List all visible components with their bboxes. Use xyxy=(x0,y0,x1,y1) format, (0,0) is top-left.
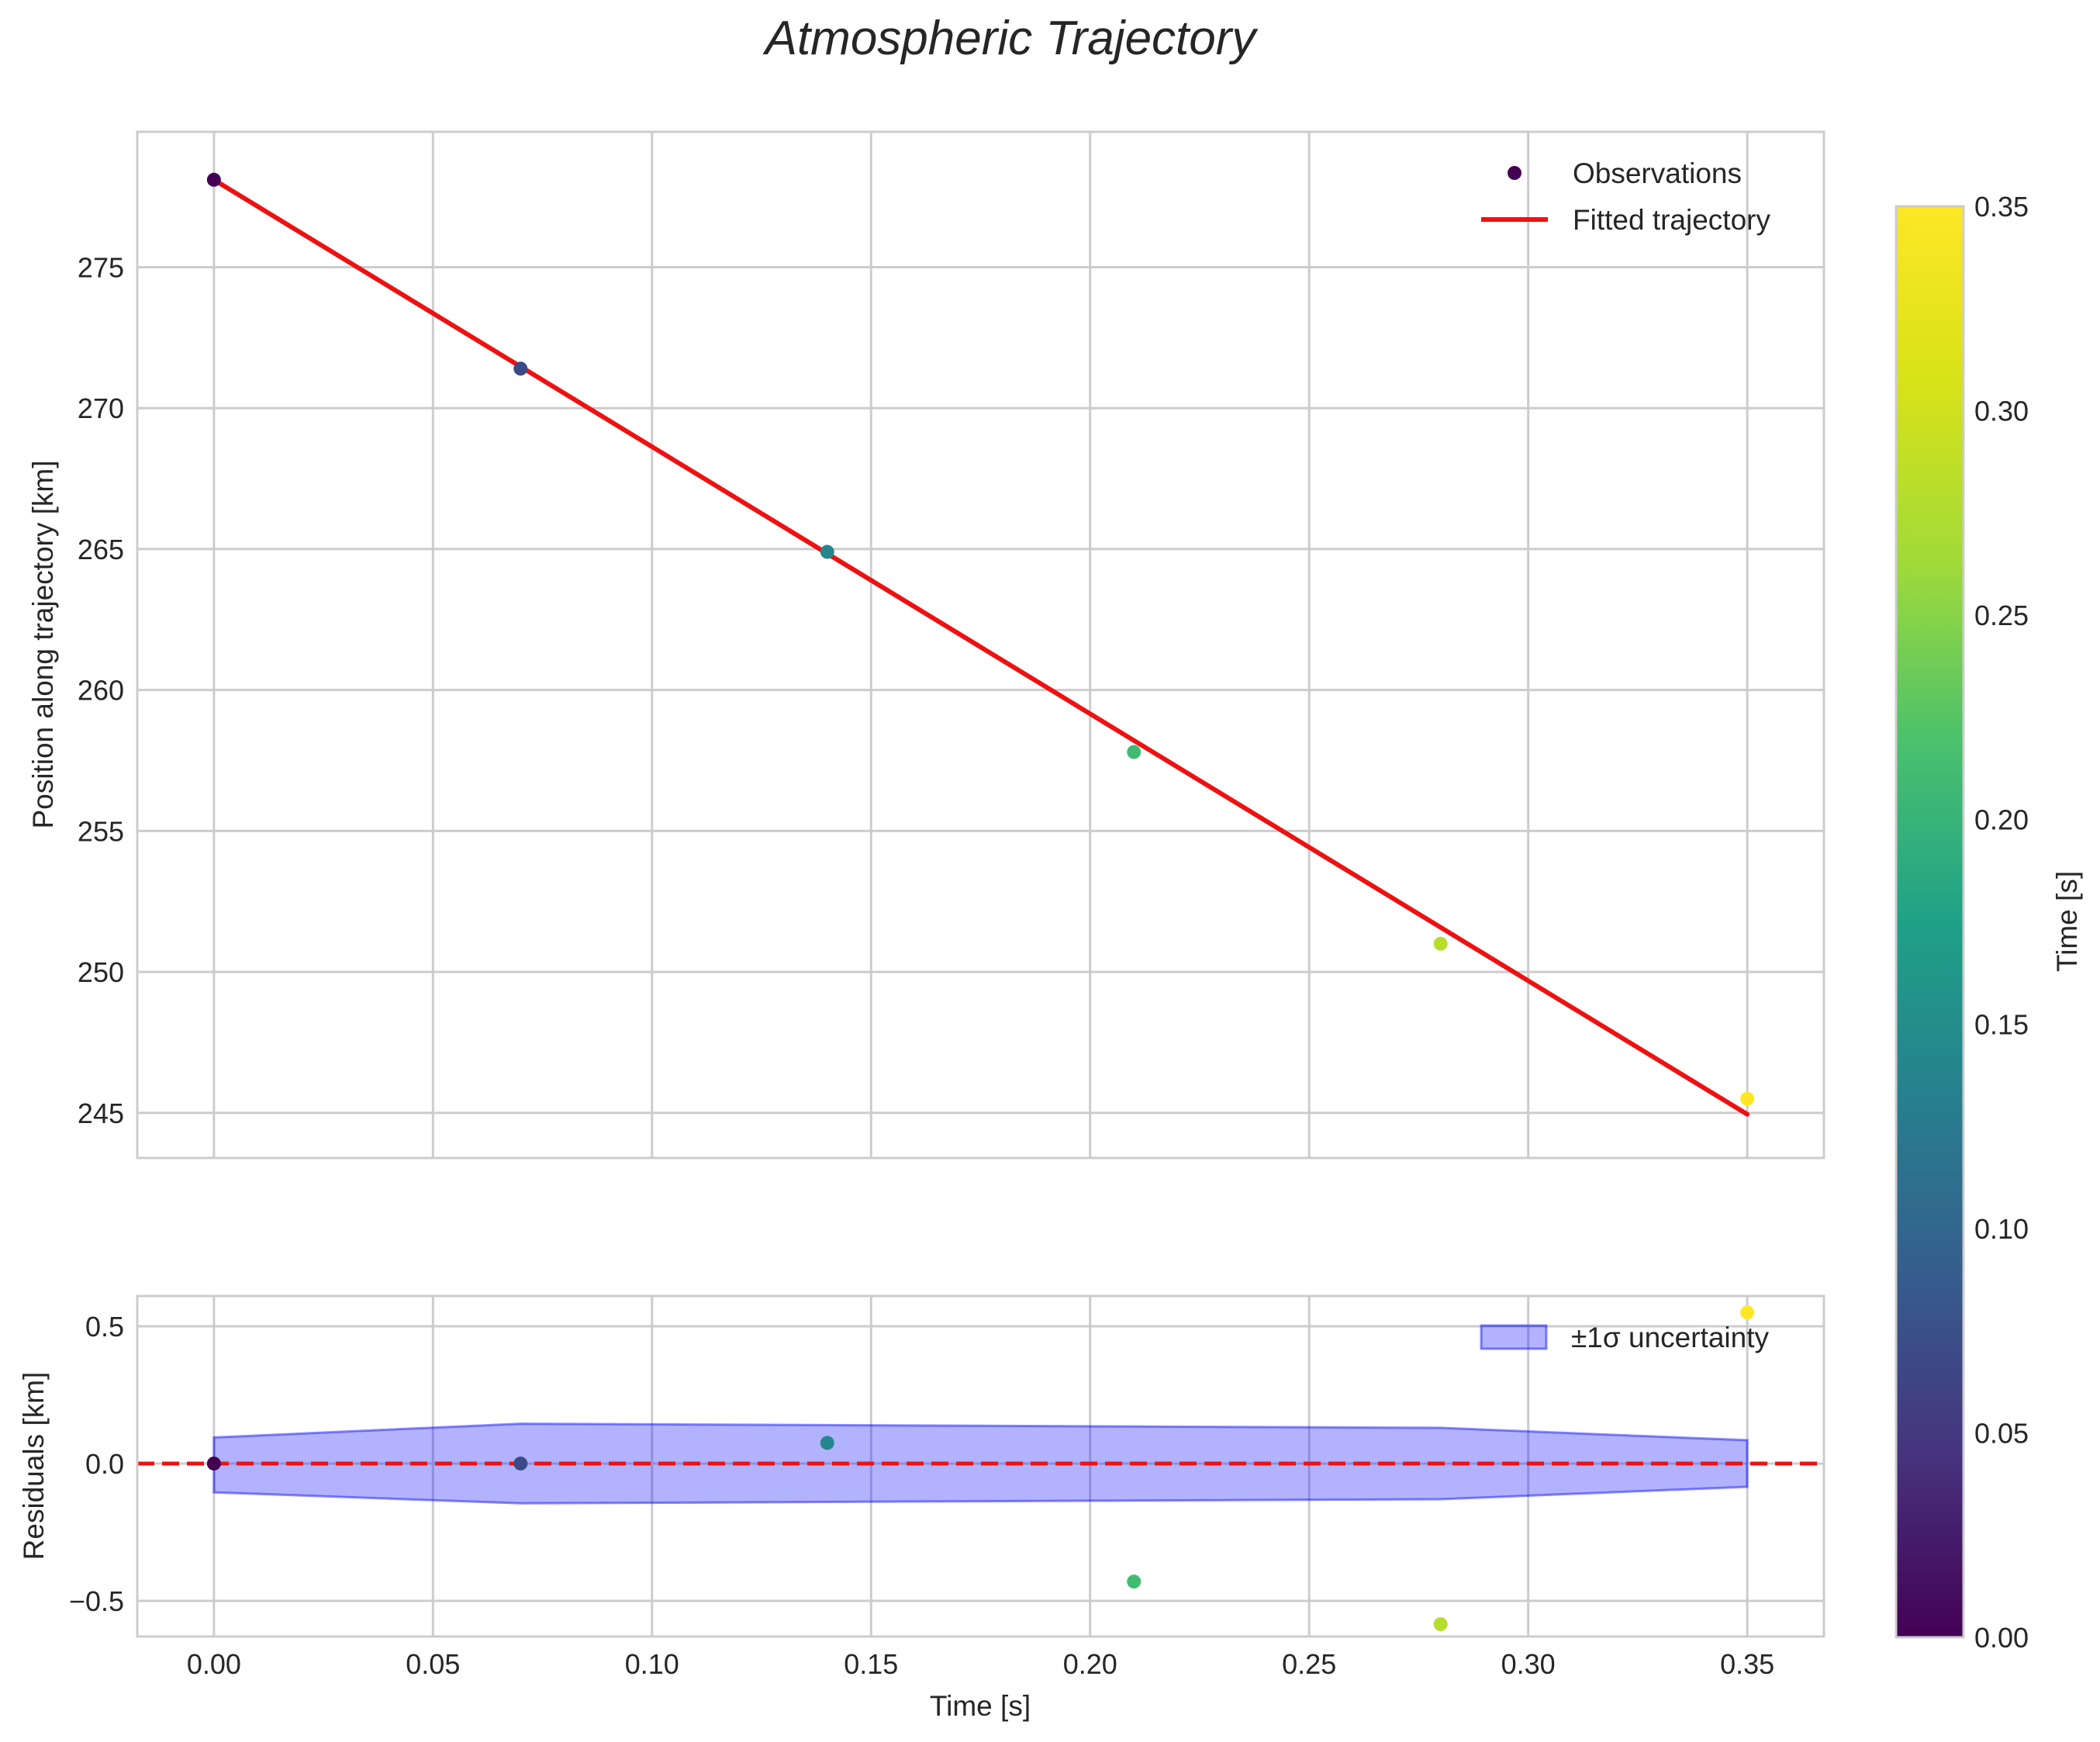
residual-point xyxy=(513,1456,528,1471)
fitted-trajectory-line xyxy=(211,177,1750,1117)
top-y-tick-label: 265 xyxy=(78,534,124,565)
bottom-y-axis-label: Residuals [km] xyxy=(18,1372,50,1561)
top-series xyxy=(206,172,1755,1117)
observation-point xyxy=(1127,745,1142,759)
observation-point xyxy=(513,361,528,376)
colorbar-gradient xyxy=(1894,205,1965,1639)
bottom-y-tick-label: 0.5 xyxy=(85,1311,124,1343)
bottom-panel: −0.50.00.5 0.00 0.05 0.10 0.15 0.20 0.25 0.30 0… xyxy=(18,1294,1825,1722)
top-y-tick-label: 275 xyxy=(78,251,124,283)
colorbar-label: Time [s] xyxy=(2051,871,2083,972)
top-y-tick-labels: 245 250 255 260 265 270 275 xyxy=(78,251,124,1128)
x-tick-label: 0.20 xyxy=(1063,1648,1117,1680)
x-tick-label: 0.35 xyxy=(1720,1648,1774,1680)
top-panel: 245 250 255 260 265 270 275 Position along tra… xyxy=(27,130,1825,1160)
residual-point xyxy=(1127,1574,1142,1589)
colorbar-tick-label: 0.20 xyxy=(1974,804,2029,836)
bottom-y-tick-label: 0.0 xyxy=(85,1448,124,1480)
residual-point xyxy=(1433,1617,1448,1632)
top-y-axis-label: Position along trajectory [km] xyxy=(27,460,59,828)
chart-title: Atmospheric Trajectory xyxy=(762,12,1259,65)
top-legend: Observations Fitted trajectory xyxy=(1481,157,1770,236)
x-tick-label: 0.05 xyxy=(406,1648,460,1680)
colorbar-tick-label: 0.15 xyxy=(1974,1008,2029,1040)
residual-point xyxy=(206,1456,221,1471)
colorbar-tick-label: 0.30 xyxy=(1974,396,2029,427)
top-grid xyxy=(137,132,1824,1158)
x-tick-label: 0.25 xyxy=(1282,1648,1336,1680)
bottom-plot-area xyxy=(137,1296,1824,1637)
x-tick-label: 0.10 xyxy=(625,1648,679,1680)
bottom-legend: ±1σ uncertainty xyxy=(1480,1322,1769,1353)
bottom-y-tick-label: −0.5 xyxy=(69,1585,124,1617)
bottom-x-tick-labels: 0.00 0.05 0.10 0.15 0.20 0.25 0.30 0.35 xyxy=(187,1648,1774,1680)
bottom-y-tick-labels: −0.5 0.0 0.5 xyxy=(69,1311,124,1617)
top-y-tick-label: 255 xyxy=(78,815,124,847)
residual-point xyxy=(820,1436,834,1450)
colorbar-tick-label: 0.35 xyxy=(1974,191,2029,223)
x-tick-label: 0.00 xyxy=(187,1648,241,1680)
observation-point xyxy=(206,172,221,187)
x-tick-label: 0.15 xyxy=(844,1648,898,1680)
legend-uncertainty-label: ±1σ uncertainty xyxy=(1571,1322,1769,1353)
observation-point xyxy=(820,544,834,559)
legend-observations-marker xyxy=(1508,166,1521,180)
colorbar-tick-label: 0.05 xyxy=(1974,1417,2029,1449)
colorbar-tick-labels: 0.00 0.05 0.10 0.15 0.20 0.25 0.30 0.35 xyxy=(1974,191,2029,1654)
top-y-tick-label: 260 xyxy=(78,675,124,707)
legend-fitted-label: Fitted trajectory xyxy=(1573,204,1770,236)
observation-point xyxy=(1740,1091,1755,1106)
legend-observations-label: Observations xyxy=(1573,157,1742,189)
legend-uncertainty-patch xyxy=(1480,1324,1548,1350)
bottom-axes-frame xyxy=(136,1294,1825,1638)
top-axes-frame xyxy=(136,130,1825,1160)
observation-point xyxy=(1433,936,1448,951)
top-y-tick-label: 270 xyxy=(78,392,124,424)
colorbar-tick-label: 0.25 xyxy=(1974,600,2029,631)
colorbar: 0.00 0.05 0.10 0.15 0.20 0.25 0.30 0.35 Time [s… xyxy=(1894,191,2083,1654)
residual-point xyxy=(1740,1305,1755,1320)
colorbar-tick-label: 0.10 xyxy=(1974,1213,2029,1245)
top-y-tick-label: 245 xyxy=(78,1097,124,1129)
top-y-tick-label: 250 xyxy=(78,956,124,988)
colorbar-tick-label: 0.00 xyxy=(1974,1622,2029,1654)
bottom-series xyxy=(137,1305,1824,1632)
uncertainty-band xyxy=(212,1422,1749,1505)
x-tick-label: 0.30 xyxy=(1501,1648,1556,1680)
x-axis-label: Time [s] xyxy=(930,1690,1031,1722)
